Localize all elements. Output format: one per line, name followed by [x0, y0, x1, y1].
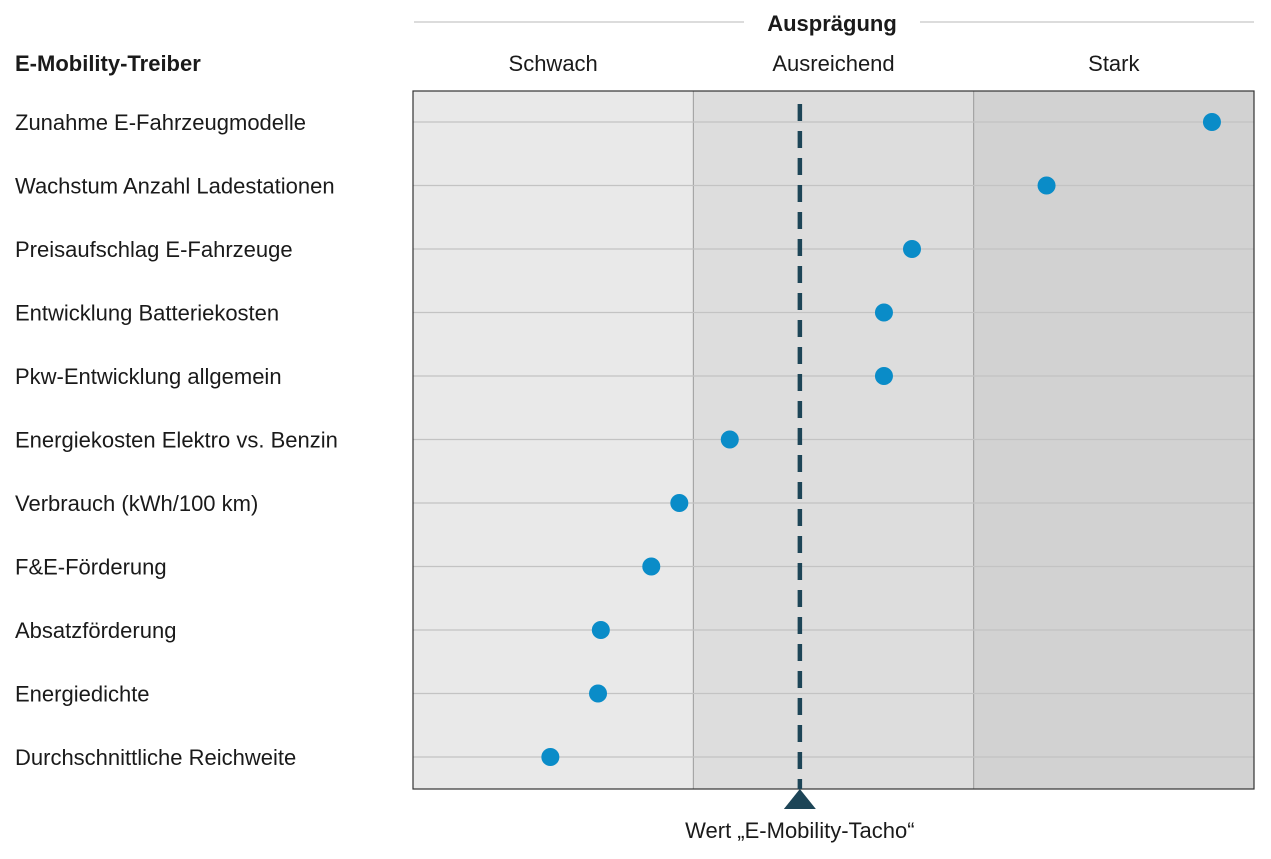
data-point: [642, 557, 661, 576]
zone-label: Schwach: [509, 51, 598, 76]
data-point: [874, 303, 893, 322]
data-point: [670, 494, 689, 512]
row-label: Preisaufschlag E-Fahrzeuge: [15, 237, 293, 262]
data-point: [591, 621, 610, 639]
row-header: E-Mobility-Treiber: [15, 51, 201, 76]
data-point: [1037, 176, 1056, 195]
data-point: [1202, 113, 1221, 131]
plot-frame: [412, 90, 1255, 790]
row-label: F&E-Förderung: [15, 555, 167, 580]
reference-triangle: [783, 789, 816, 809]
zone-label: Ausreichend: [772, 51, 894, 76]
reference-label: Wert „E-Mobility-Tacho“: [685, 818, 914, 843]
row-label: Energiedichte: [15, 682, 150, 707]
gridlines: [413, 121, 1254, 758]
row-labels: Zunahme E-Fahrzeugmodelle Wachstum Anzahl…: [15, 110, 338, 770]
zone-label: Stark: [1088, 51, 1140, 76]
row-label: Zunahme E-Fahrzeugmodelle: [15, 110, 306, 135]
reference-marker: Wert „E-Mobility-Tacho“: [685, 789, 915, 843]
row-label: Durchschnittliche Reichweite: [15, 745, 296, 770]
row-label: Verbrauch (kWh/100 km): [15, 491, 258, 516]
data-points: [541, 113, 1221, 766]
chart-title: Ausprägung: [767, 11, 897, 36]
zone-labels: Schwach Ausreichend Stark: [509, 51, 1141, 76]
row-label: Wachstum Anzahl Ladestationen: [15, 174, 335, 199]
data-point: [874, 367, 893, 385]
row-label: Entwicklung Batteriekosten: [15, 301, 279, 326]
data-point: [589, 684, 608, 703]
data-point: [541, 748, 560, 766]
row-label: Energiekosten Elektro vs. Benzin: [15, 428, 338, 453]
row-label: Pkw-Entwicklung allgemein: [15, 364, 282, 389]
row-label: Absatzförderung: [15, 618, 176, 643]
data-point: [720, 430, 739, 449]
data-point: [902, 240, 921, 258]
